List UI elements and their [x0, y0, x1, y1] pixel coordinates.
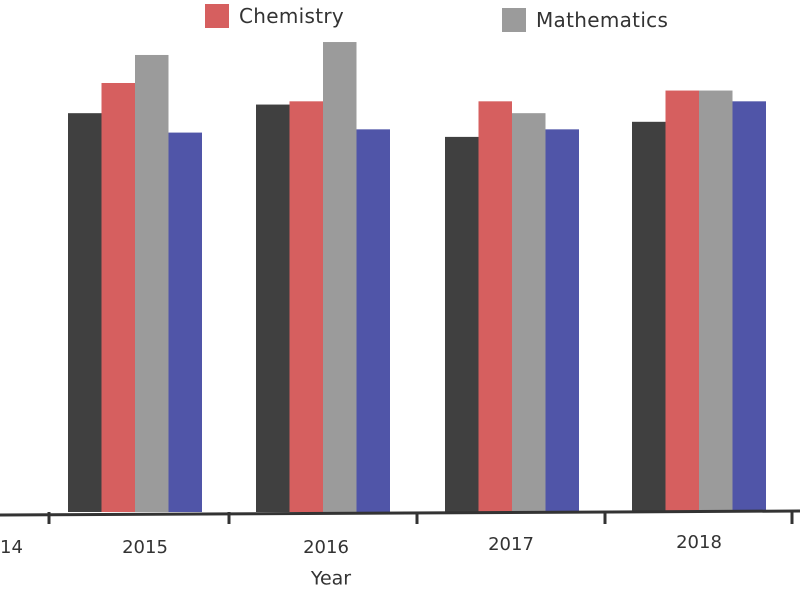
legend-swatch-mathematics — [502, 8, 526, 32]
bar-series-1-2018 — [632, 121, 666, 512]
x-tick-label-2017: 2017 — [488, 534, 534, 555]
legend-label-mathematics: Mathematics — [536, 8, 669, 32]
legend-item-chemistry[interactable]: Chemistry — [205, 4, 344, 28]
bar-series-4-2018 — [732, 101, 766, 512]
x-tick-label-2014: 2014 — [0, 537, 23, 558]
x-tick-label-2015: 2015 — [122, 537, 168, 558]
legend-label-chemistry: Chemistry — [239, 4, 345, 28]
bar-mathematics-2015 — [135, 54, 169, 513]
bar-mathematics-2016 — [323, 42, 357, 512]
legend-swatch-chemistry — [205, 4, 229, 28]
bar-series-1-2015 — [68, 113, 102, 512]
legend-item-mathematics[interactable]: Mathematics — [502, 8, 668, 32]
bar-mathematics-2017 — [512, 113, 546, 512]
bar-series-4-2016 — [356, 129, 390, 513]
bar-series-4-2015 — [168, 132, 202, 512]
bar-chemistry-2018 — [665, 90, 699, 513]
x-axis-title: Year — [310, 568, 351, 590]
bar-series-4-2017 — [545, 129, 579, 513]
bar-chemistry-2017 — [478, 101, 512, 512]
bar-series-1-2017 — [445, 136, 479, 512]
bar-mathematics-2018 — [699, 90, 733, 513]
x-tick-label-2018: 2018 — [676, 532, 722, 553]
bar-series-1-2016 — [256, 104, 290, 512]
bar-chemistry-2016 — [289, 101, 323, 512]
bar-chemistry-2015 — [101, 82, 135, 512]
x-axis-line — [0, 509, 800, 517]
x-tick-label-2016: 2016 — [303, 537, 349, 558]
